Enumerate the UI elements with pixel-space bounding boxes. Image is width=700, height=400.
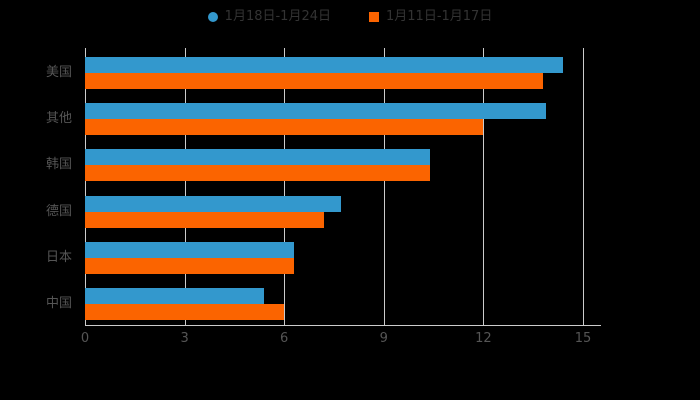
- x-tick-label: 12: [475, 331, 492, 346]
- gridline-x-0: [85, 48, 86, 325]
- bar-韩国-series-1[interactable]: [85, 165, 431, 182]
- bar-其他-series-0[interactable]: [85, 103, 547, 120]
- x-tick-label: 3: [180, 331, 189, 346]
- x-axis-line: [85, 325, 601, 326]
- gridline-x-6: [284, 48, 286, 325]
- gridline-x-12: [483, 48, 485, 325]
- bar-德国-series-0[interactable]: [85, 195, 341, 212]
- legend-label-0: 1月18日-1月24日: [224, 9, 331, 24]
- gridline-x-9: [383, 48, 385, 325]
- x-tick-label: 9: [379, 331, 388, 346]
- bar-美国-series-0[interactable]: [85, 57, 564, 74]
- bar-美国-series-1[interactable]: [85, 73, 544, 90]
- y-tick-label: 韩国: [45, 157, 72, 173]
- legend-item-0[interactable]: 1月18日-1月24日: [207, 9, 331, 24]
- bar-中国-series-0[interactable]: [85, 287, 265, 304]
- bar-德国-series-1[interactable]: [85, 211, 325, 228]
- y-tick-label: 德国: [45, 203, 72, 219]
- bar-日本-series-1[interactable]: [85, 257, 295, 274]
- y-tick-label: 其他: [45, 111, 72, 127]
- legend-marker-square-icon: [369, 12, 379, 22]
- bar-日本-series-0[interactable]: [85, 241, 295, 258]
- y-tick-label: 中国: [45, 295, 72, 311]
- bar-韩国-series-0[interactable]: [85, 149, 431, 166]
- chart-legend: 1月18日-1月24日 1月11日-1月17日: [0, 10, 700, 24]
- legend-label-1: 1月11日-1月17日: [386, 9, 493, 24]
- x-tick-label: 15: [574, 331, 592, 346]
- x-tick-label: 6: [280, 331, 289, 346]
- y-tick-label: 日本: [45, 249, 72, 265]
- gridline-x-15: [583, 48, 584, 325]
- gridline-x-3: [184, 48, 186, 325]
- y-tick-label: 美国: [45, 65, 72, 81]
- x-tick-label: 0: [80, 331, 90, 346]
- plot-area: [85, 48, 600, 325]
- bar-中国-series-1[interactable]: [85, 303, 285, 320]
- legend-marker-circle-icon: [207, 12, 218, 22]
- bar-其他-series-1[interactable]: [85, 119, 484, 136]
- legend-item-1[interactable]: 1月11日-1月17日: [369, 10, 492, 24]
